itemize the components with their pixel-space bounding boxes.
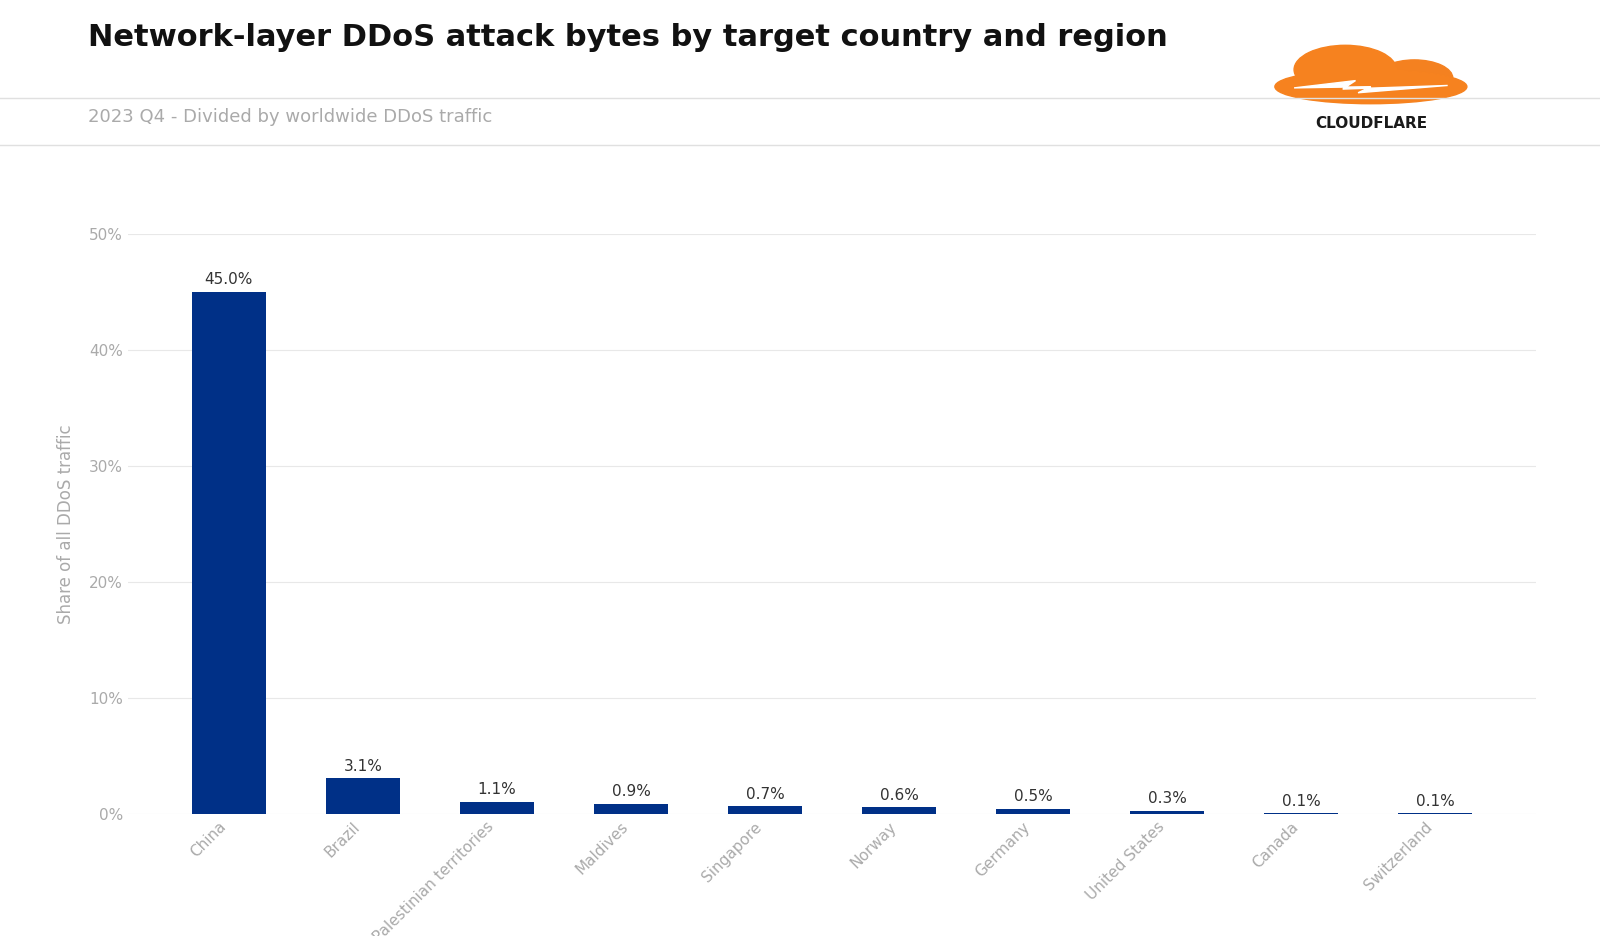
Bar	[461, 801, 534, 814]
Bar	[1130, 811, 1203, 814]
Bar	[1264, 813, 1338, 814]
Text: 0.9%: 0.9%	[611, 784, 650, 799]
Text: Network-layer DDoS attack bytes by target country and region: Network-layer DDoS attack bytes by targe…	[88, 23, 1168, 52]
Polygon shape	[1294, 80, 1448, 93]
Bar	[728, 806, 802, 814]
Bar	[192, 292, 266, 814]
Y-axis label: Share of all DDoS traffic: Share of all DDoS traffic	[58, 424, 75, 624]
Text: 3.1%: 3.1%	[344, 759, 382, 774]
Ellipse shape	[1275, 69, 1467, 104]
Text: 45.0%: 45.0%	[205, 272, 253, 287]
Text: 0.3%: 0.3%	[1147, 791, 1187, 806]
Bar	[997, 809, 1070, 814]
Text: 0.5%: 0.5%	[1014, 789, 1053, 804]
Text: 0.1%: 0.1%	[1282, 794, 1320, 809]
Text: 0.6%: 0.6%	[880, 788, 918, 803]
Text: 0.1%: 0.1%	[1416, 794, 1454, 809]
Circle shape	[1294, 45, 1397, 94]
Text: 2023 Q4 - Divided by worldwide DDoS traffic: 2023 Q4 - Divided by worldwide DDoS traf…	[88, 108, 493, 125]
Bar	[862, 808, 936, 814]
Bar	[594, 804, 667, 814]
Text: 0.7%: 0.7%	[746, 786, 784, 801]
Text: 1.1%: 1.1%	[477, 782, 517, 797]
Bar	[326, 779, 400, 814]
Circle shape	[1376, 60, 1453, 96]
Text: CLOUDFLARE: CLOUDFLARE	[1315, 116, 1427, 131]
Bar	[1398, 813, 1472, 814]
